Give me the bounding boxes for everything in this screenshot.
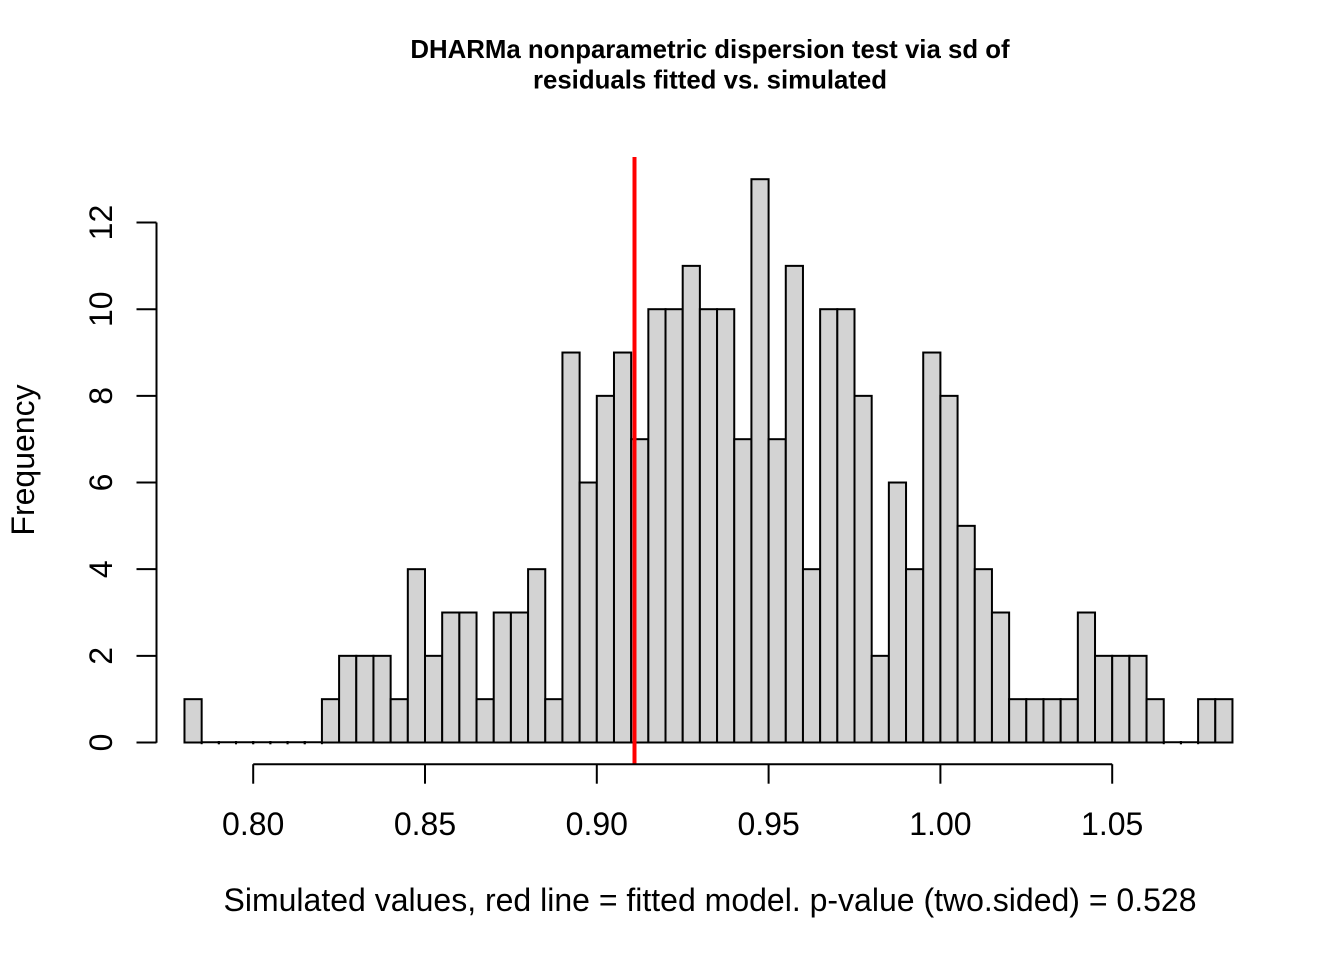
svg-text:0.80: 0.80 (222, 806, 284, 842)
svg-text:Simulated values, red line = f: Simulated values, red line = fitted mode… (224, 882, 1197, 918)
svg-text:1.05: 1.05 (1081, 806, 1143, 842)
svg-text:6: 6 (83, 474, 119, 492)
svg-text:12: 12 (83, 205, 119, 241)
svg-text:0: 0 (83, 734, 119, 752)
svg-text:1.00: 1.00 (909, 806, 971, 842)
svg-text:10: 10 (83, 291, 119, 327)
svg-text:Frequency: Frequency (5, 384, 41, 535)
svg-text:0.85: 0.85 (394, 806, 456, 842)
svg-text:DHARMa nonparametric dispersio: DHARMa nonparametric dispersion test via… (410, 36, 1010, 64)
svg-text:8: 8 (83, 387, 119, 405)
svg-text:0.90: 0.90 (566, 806, 628, 842)
svg-text:2: 2 (83, 647, 119, 665)
svg-text:residuals fitted vs. simulated: residuals fitted vs. simulated (533, 67, 887, 95)
svg-text:0.95: 0.95 (737, 806, 799, 842)
svg-text:4: 4 (83, 560, 119, 578)
